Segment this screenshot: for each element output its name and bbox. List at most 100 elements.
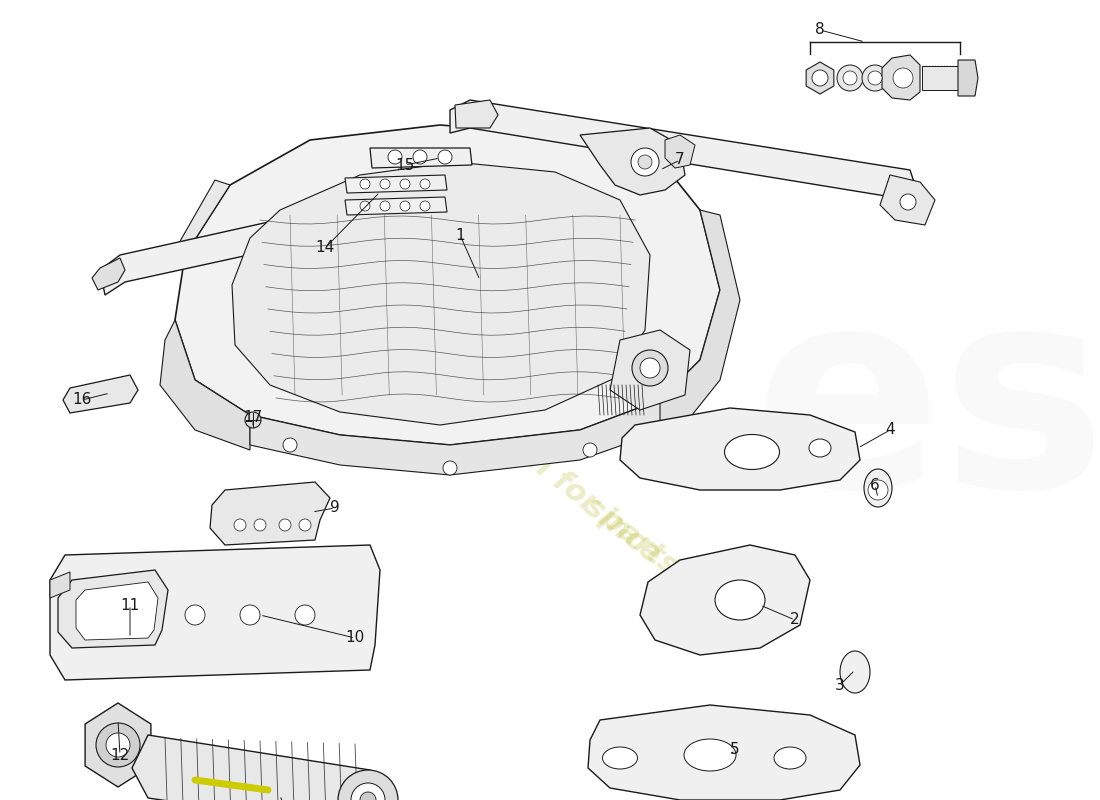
Circle shape — [379, 179, 390, 189]
Circle shape — [843, 71, 857, 85]
Polygon shape — [232, 162, 650, 425]
Polygon shape — [210, 482, 330, 545]
Circle shape — [837, 65, 864, 91]
Ellipse shape — [684, 739, 736, 771]
Circle shape — [388, 150, 401, 164]
Text: passion for parts: passion for parts — [436, 378, 684, 582]
Text: 1: 1 — [455, 227, 465, 242]
Ellipse shape — [864, 469, 892, 507]
Polygon shape — [175, 180, 230, 255]
Text: 3: 3 — [835, 678, 845, 693]
Polygon shape — [100, 175, 500, 295]
Polygon shape — [620, 408, 860, 490]
Text: 4: 4 — [886, 422, 894, 438]
Polygon shape — [880, 175, 935, 225]
Circle shape — [868, 480, 888, 500]
Circle shape — [283, 438, 297, 452]
Circle shape — [632, 350, 668, 386]
Circle shape — [640, 358, 660, 378]
Ellipse shape — [715, 580, 764, 620]
Circle shape — [135, 605, 155, 625]
Circle shape — [438, 150, 452, 164]
Polygon shape — [958, 60, 978, 96]
Polygon shape — [76, 582, 158, 640]
Polygon shape — [58, 570, 168, 648]
Text: 10: 10 — [345, 630, 364, 646]
Text: 7: 7 — [675, 153, 685, 167]
Text: since 1985: since 1985 — [579, 492, 741, 628]
Text: 11: 11 — [120, 598, 140, 613]
Circle shape — [279, 519, 292, 531]
Circle shape — [360, 201, 370, 211]
Circle shape — [412, 150, 427, 164]
Circle shape — [631, 148, 659, 176]
Polygon shape — [92, 258, 125, 290]
Circle shape — [245, 412, 261, 428]
Polygon shape — [370, 148, 472, 168]
Circle shape — [351, 783, 385, 800]
Circle shape — [90, 605, 110, 625]
Text: 15: 15 — [395, 158, 415, 173]
Polygon shape — [50, 545, 380, 680]
Text: 9: 9 — [330, 501, 340, 515]
Circle shape — [638, 155, 652, 169]
Circle shape — [812, 70, 828, 86]
Circle shape — [900, 194, 916, 210]
Circle shape — [443, 461, 456, 475]
Circle shape — [96, 723, 140, 767]
Polygon shape — [806, 62, 834, 94]
Ellipse shape — [774, 747, 806, 769]
Polygon shape — [63, 375, 138, 413]
Ellipse shape — [603, 747, 638, 769]
Polygon shape — [580, 128, 685, 195]
Polygon shape — [666, 135, 695, 168]
Circle shape — [240, 605, 260, 625]
Polygon shape — [455, 100, 498, 128]
Text: 17: 17 — [243, 410, 263, 426]
Polygon shape — [250, 400, 666, 475]
Ellipse shape — [808, 439, 830, 457]
Polygon shape — [882, 55, 920, 100]
Text: 2: 2 — [790, 613, 800, 627]
Circle shape — [379, 201, 390, 211]
Polygon shape — [922, 66, 960, 90]
Polygon shape — [588, 705, 860, 800]
Circle shape — [254, 519, 266, 531]
Text: 12: 12 — [110, 747, 130, 762]
Polygon shape — [660, 210, 740, 430]
Circle shape — [234, 519, 246, 531]
Text: es: es — [754, 275, 1100, 545]
Polygon shape — [345, 197, 447, 215]
Text: 8: 8 — [815, 22, 825, 38]
Circle shape — [299, 519, 311, 531]
Circle shape — [868, 71, 882, 85]
Polygon shape — [450, 100, 915, 200]
Text: 6: 6 — [870, 478, 880, 493]
Circle shape — [295, 605, 315, 625]
Polygon shape — [345, 175, 447, 193]
Polygon shape — [50, 572, 70, 598]
Polygon shape — [132, 735, 375, 800]
Polygon shape — [175, 125, 720, 445]
Circle shape — [420, 201, 430, 211]
Circle shape — [893, 68, 913, 88]
Polygon shape — [85, 703, 151, 787]
Circle shape — [400, 201, 410, 211]
Polygon shape — [160, 320, 250, 450]
Circle shape — [106, 733, 130, 757]
Circle shape — [338, 770, 398, 800]
Polygon shape — [610, 330, 690, 410]
Text: 14: 14 — [316, 241, 334, 255]
Circle shape — [400, 179, 410, 189]
Circle shape — [583, 443, 597, 457]
Circle shape — [360, 179, 370, 189]
Polygon shape — [640, 545, 810, 655]
Ellipse shape — [725, 434, 780, 470]
Ellipse shape — [840, 651, 870, 693]
Text: 16: 16 — [73, 393, 91, 407]
Circle shape — [360, 792, 376, 800]
Circle shape — [862, 65, 888, 91]
Text: 5: 5 — [730, 742, 740, 758]
Circle shape — [185, 605, 205, 625]
Circle shape — [420, 179, 430, 189]
